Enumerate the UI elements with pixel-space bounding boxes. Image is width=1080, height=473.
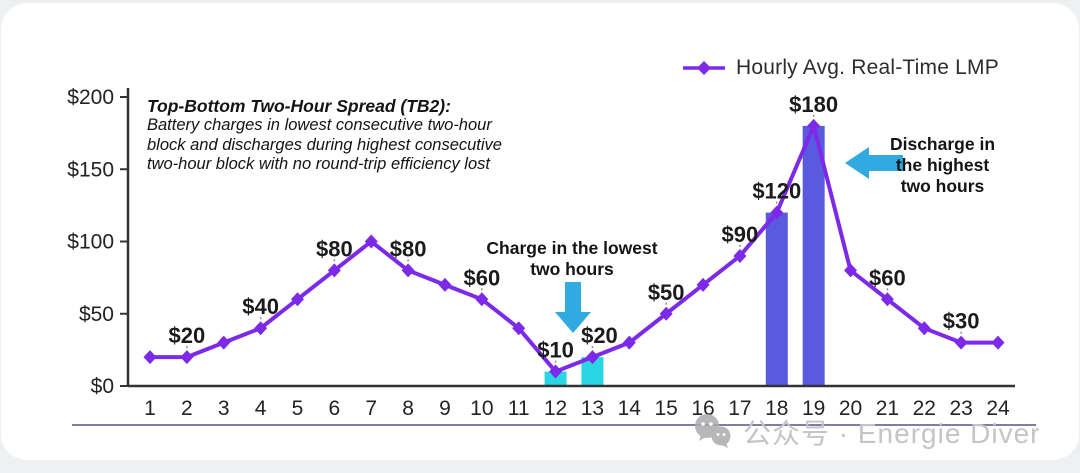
data-point-marker xyxy=(290,292,304,307)
legend-line-marker-icon xyxy=(683,61,725,75)
data-point-marker xyxy=(401,263,415,278)
down-arrow-icon xyxy=(555,282,591,333)
x-tick-label: 22 xyxy=(913,397,936,420)
tb2-annotation: Top-Bottom Two-Hour Spread (TB2): Batter… xyxy=(147,96,567,175)
chart-card xyxy=(1,3,1079,460)
lmp-line-series xyxy=(148,123,1001,374)
data-point-marker xyxy=(733,248,747,263)
watermark-text: 公众号 · Energie Diver xyxy=(743,418,1041,449)
y-tick-label: $150 xyxy=(67,158,114,181)
x-tick-label: 8 xyxy=(402,397,414,420)
data-point-marker xyxy=(327,263,341,278)
data-point-marker xyxy=(549,364,563,379)
data-point-marker xyxy=(659,306,673,321)
data-point-marker xyxy=(143,350,157,365)
y-tick-label: $200 xyxy=(67,86,114,109)
y-tick-label: $50 xyxy=(79,303,114,326)
y-tick-label: $0 xyxy=(91,375,114,398)
charge-callout-line-1: Charge in the lowest xyxy=(486,238,658,258)
x-tick-label: 21 xyxy=(876,397,899,420)
watermark: 公众号 · Energie Diver xyxy=(693,412,1041,452)
data-point-marker xyxy=(438,277,452,292)
x-tick-label: 19 xyxy=(802,397,825,420)
data-point-label: $180 xyxy=(789,92,838,117)
data-point-marker xyxy=(217,335,231,350)
data-point-label: $80 xyxy=(390,236,427,261)
x-tick-label: 15 xyxy=(655,397,678,420)
discharge-callout-line-3: two hours xyxy=(900,176,985,196)
data-point-marker xyxy=(991,335,1005,350)
data-point-marker xyxy=(364,234,378,249)
data-point-marker xyxy=(807,118,821,133)
data-point-marker xyxy=(844,263,858,278)
tb2-annotation-line-1: Battery charges in lowest consecutive tw… xyxy=(147,116,492,134)
data-point-label: $20 xyxy=(169,323,206,348)
data-point-label: $50 xyxy=(648,280,685,305)
data-point-marker xyxy=(696,277,710,292)
data-point-marker xyxy=(180,350,194,365)
x-tick-label: 4 xyxy=(255,397,267,420)
data-point-label: $90 xyxy=(722,222,759,247)
data-point-label: $10 xyxy=(537,338,574,363)
x-tick-label: 12 xyxy=(544,397,567,420)
y-tick-label: $100 xyxy=(67,231,114,254)
data-point-marker xyxy=(585,350,599,365)
x-tick-label: 23 xyxy=(949,397,972,420)
x-tick-label: 1 xyxy=(144,397,156,420)
data-point-marker xyxy=(917,321,931,336)
x-tick-label: 17 xyxy=(728,397,751,420)
discharge-callout-line-2: the highest xyxy=(895,155,990,175)
data-point-marker xyxy=(254,321,268,336)
x-tick-label: 7 xyxy=(365,397,377,420)
tb2-annotation-line-2: block and discharges during highest cons… xyxy=(147,135,502,154)
x-tick-label: 14 xyxy=(618,397,642,420)
discharge-callout: Discharge in the highest two hours xyxy=(860,134,1025,197)
footer-rule xyxy=(72,424,1036,426)
legend: Hourly Avg. Real-Time LMP xyxy=(681,56,999,80)
charge-callout: Charge in the lowest two hours xyxy=(452,238,692,280)
discharge-callout-line-1: Discharge in xyxy=(889,134,996,154)
x-tick-label: 9 xyxy=(439,397,451,420)
x-tick-label: 11 xyxy=(508,397,530,420)
tb2-annotation-title: Top-Bottom Two-Hour Spread (TB2): xyxy=(147,96,451,116)
data-point-marker xyxy=(770,205,784,220)
x-tick-label: 3 xyxy=(218,397,230,420)
x-tick-label: 10 xyxy=(470,397,493,420)
data-point-marker xyxy=(880,292,894,307)
data-point-label: $60 xyxy=(869,265,906,290)
charge-bar xyxy=(581,357,604,386)
wechat-icon xyxy=(695,414,731,448)
x-tick-label: 13 xyxy=(581,397,604,420)
data-point-marker xyxy=(475,292,489,307)
left-arrow-icon xyxy=(845,147,903,179)
data-point-marker xyxy=(512,321,526,336)
x-tick-label: 6 xyxy=(329,397,341,420)
x-tick-label: 5 xyxy=(292,397,304,420)
data-point-marker xyxy=(954,335,968,350)
data-point-label: $80 xyxy=(316,236,353,261)
data-point-label: $20 xyxy=(581,323,618,348)
tb2-annotation-line-3: two-hour block with no round-trip effici… xyxy=(147,155,490,173)
legend-label: Hourly Avg. Real-Time LMP xyxy=(736,56,999,79)
x-tick-label: 24 xyxy=(986,397,1010,420)
data-point-label: $120 xyxy=(752,179,801,204)
x-tick-label: 18 xyxy=(765,397,788,420)
data-point-label: $60 xyxy=(463,265,500,290)
charge-callout-line-2: two hours xyxy=(530,259,614,279)
discharge-bar xyxy=(802,125,825,387)
x-tick-label: 20 xyxy=(839,397,862,420)
discharge-bar xyxy=(765,212,788,386)
data-point-marker xyxy=(622,335,636,350)
data-point-label: $40 xyxy=(242,294,279,319)
x-tick-label: 2 xyxy=(181,397,193,420)
charge-bar xyxy=(544,371,567,386)
data-point-label: $30 xyxy=(943,309,980,334)
